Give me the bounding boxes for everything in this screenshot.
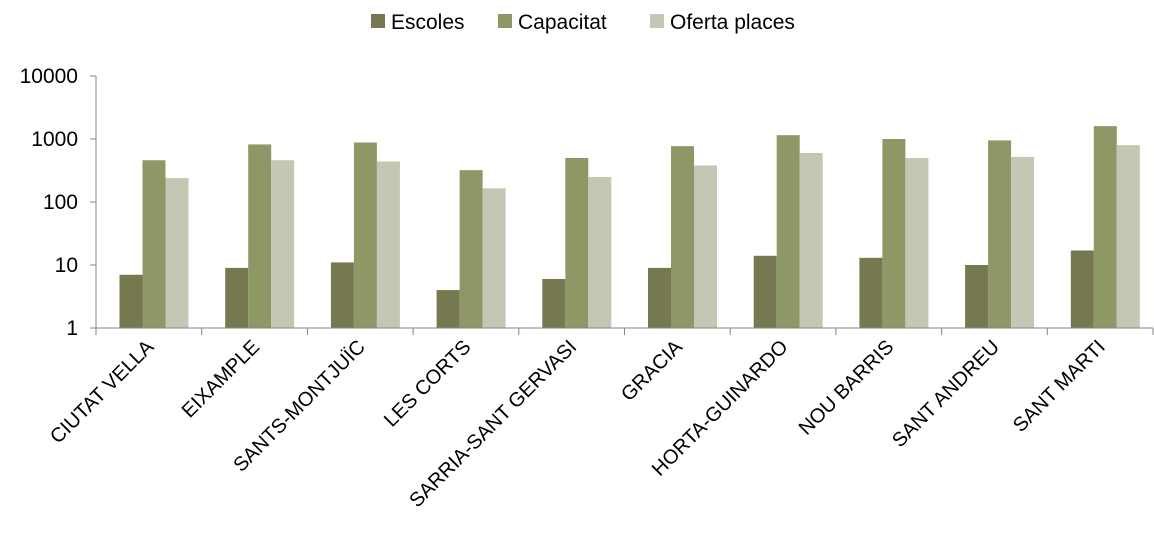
bar-oferta-places xyxy=(376,161,400,328)
bar-capacitat xyxy=(248,144,272,328)
bar-oferta-places xyxy=(799,152,823,328)
bar-escoles xyxy=(436,290,460,328)
y-tick-label: 1 xyxy=(66,317,78,340)
bar-capacitat xyxy=(671,146,694,328)
bar-capacitat xyxy=(353,142,377,328)
bar-oferta-places xyxy=(165,178,189,328)
bar-capacitat xyxy=(882,139,906,328)
bar-oferta-places xyxy=(1011,156,1035,328)
bar-oferta-places xyxy=(905,157,929,328)
bar-capacitat xyxy=(776,135,800,328)
bar-oferta-places xyxy=(694,165,717,328)
x-category-label: SARRIA-SANT GERVASI xyxy=(405,336,581,512)
legend-label: Escoles xyxy=(391,11,465,34)
legend-swatch xyxy=(498,14,512,28)
x-category-label: SANT ANDREU xyxy=(888,336,1004,452)
bar-escoles xyxy=(859,257,883,328)
bar-capacitat xyxy=(142,160,166,328)
x-category-label: GRACIA xyxy=(617,336,687,406)
bar-escoles xyxy=(1070,250,1094,328)
bar-escoles xyxy=(648,267,671,328)
bar-capacitat xyxy=(988,140,1012,328)
x-category-label: SANT MARTI xyxy=(1009,336,1110,437)
legend-swatch xyxy=(371,14,385,28)
bar-capacitat xyxy=(459,170,483,328)
legend-label: Oferta places xyxy=(670,11,795,34)
y-tick-label: 10000 xyxy=(20,65,78,88)
x-category-label: NOU BARRIS xyxy=(795,336,899,440)
bars xyxy=(119,126,1140,328)
bar-escoles xyxy=(119,274,143,328)
bar-capacitat xyxy=(1093,126,1117,328)
x-category-label: EIXAMPLE xyxy=(178,336,264,422)
bar-escoles xyxy=(542,278,566,328)
bar-oferta-places xyxy=(271,160,295,328)
x-category-label: CIUTAT VELLA xyxy=(46,336,159,449)
y-tick-label: 10 xyxy=(55,254,78,277)
legend-swatch xyxy=(650,14,664,28)
bar-oferta-places xyxy=(482,188,506,328)
bar-escoles xyxy=(330,262,354,328)
bar-capacitat xyxy=(565,157,589,328)
y-tick-label: 1000 xyxy=(31,128,78,151)
bar-escoles xyxy=(965,265,989,328)
bar-escoles xyxy=(225,267,249,328)
bar-oferta-places xyxy=(588,176,612,328)
bar-oferta-places xyxy=(1116,145,1140,328)
legend: Escoles Capacitat Oferta places xyxy=(371,11,795,34)
y-axis: 1 10 100 1000 10000 xyxy=(20,65,97,340)
bar-escoles xyxy=(753,255,777,328)
x-category-label: LES CORTS xyxy=(380,336,475,431)
legend-label: Capacitat xyxy=(518,11,607,34)
y-tick-label: 100 xyxy=(43,191,78,214)
